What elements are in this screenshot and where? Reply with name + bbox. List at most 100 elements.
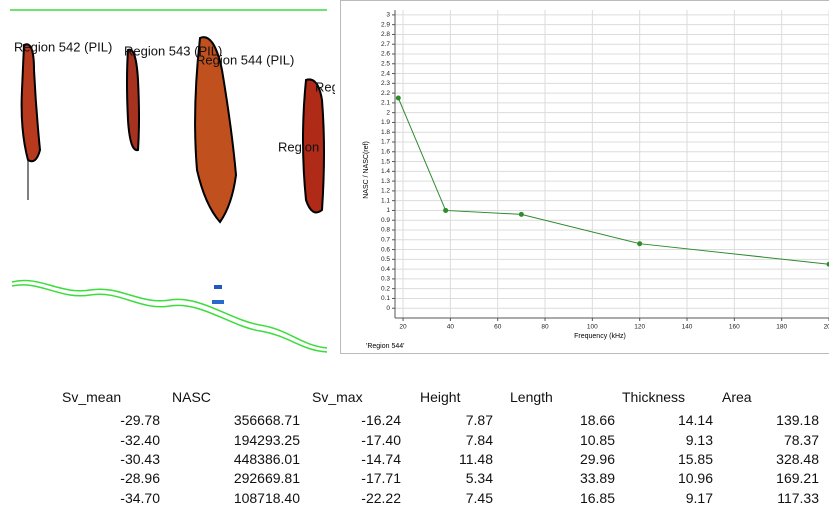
y-tick-label: 2.8	[381, 31, 390, 38]
table-cell: 11.48	[459, 451, 493, 467]
table-cell: -32.40	[120, 432, 160, 448]
y-tick-label: 0.2	[381, 285, 390, 292]
table-cell: 292669.81	[233, 470, 300, 486]
table-cell: 328.48	[776, 451, 819, 467]
table-cell: 9.13	[685, 432, 713, 448]
x-axis-label: Frequency (kHz)	[574, 333, 626, 340]
y-tick-label: 0.9	[381, 217, 390, 224]
table-cell: 5.34	[465, 470, 493, 486]
echogram: Region 542 (PIL) Region 543 (PIL) Region…	[10, 9, 335, 353]
y-tick-label: 1.6	[381, 148, 390, 155]
x-tick-label: 60	[494, 324, 502, 331]
y-tick-label: 2.5	[381, 60, 390, 67]
y-tick-label: 0.4	[381, 266, 390, 273]
y-tick-label: 2.3	[381, 80, 390, 87]
y-tick-label: 1.4	[381, 168, 390, 175]
y-tick-label: 2	[386, 109, 390, 116]
x-tick-label: 100	[587, 324, 598, 331]
y-tick-label: 2.2	[381, 90, 390, 97]
y-tick-label: 1.7	[381, 139, 390, 146]
table-cell: 7.45	[465, 490, 493, 506]
column-header: Thickness	[622, 389, 686, 405]
table-cell: 448386.01	[233, 451, 300, 467]
school-blobs	[20, 36, 325, 224]
x-tick-label: 180	[776, 324, 787, 331]
bottom-line	[11, 279, 328, 349]
table-cell: 108718.40	[233, 490, 300, 506]
data-point	[518, 211, 524, 217]
column-header: Sv_max	[312, 389, 363, 405]
table-cell: 117.33	[777, 490, 819, 506]
y-tick-label: 1.8	[381, 129, 390, 136]
data-point	[395, 95, 401, 101]
table-cell: 7.87	[465, 412, 493, 428]
y-tick-label: 1	[386, 207, 390, 214]
results-table: Sv_mean NASC Sv_max Height Length Thickness Ar…	[0, 385, 829, 515]
school	[194, 36, 238, 224]
table-cell: 33.89	[579, 470, 615, 486]
y-tick-label: 2.9	[381, 21, 390, 28]
region-label: Region 544 (PIL)	[196, 52, 294, 67]
y-tick-label: 1.5	[381, 158, 390, 165]
table-cell: -34.70	[120, 490, 160, 506]
y-tick-label: 0.1	[381, 295, 390, 302]
data-point	[443, 207, 449, 213]
table-cell: 169.21	[776, 470, 819, 486]
y-tick-label: 2.1	[381, 100, 390, 107]
table-cell: 194293.25	[233, 432, 300, 448]
chart-frame	[340, 0, 829, 354]
table-cell: -30.43	[120, 451, 160, 467]
x-tick-label: 80	[541, 324, 549, 331]
table-cell: 356668.71	[233, 412, 300, 428]
y-tick-label: 0.5	[381, 256, 390, 263]
x-tick-label: 200	[824, 324, 829, 331]
table-cell: 9.17	[685, 490, 713, 506]
y-tick-label: 1.2	[381, 188, 390, 195]
table-cell: -17.71	[361, 470, 401, 486]
column-header: Height	[420, 389, 461, 405]
table-cell: 78.37	[783, 432, 819, 448]
table-cell: 16.85	[579, 490, 615, 506]
school	[20, 43, 42, 163]
y-tick-label: 3	[386, 12, 390, 19]
column-header: Sv_mean	[62, 389, 122, 405]
chart-footer: 'Region 544'	[366, 343, 404, 350]
table-cell: 14.14	[677, 412, 713, 428]
table-cell: -14.74	[361, 451, 401, 467]
x-tick-label: 140	[682, 324, 693, 331]
column-header: Area	[722, 389, 752, 405]
table-cell: 139.18	[776, 412, 819, 428]
y-tick-label: 1.3	[381, 178, 390, 185]
speckle	[214, 285, 222, 289]
y-tick-label: 2.7	[381, 41, 390, 48]
school	[126, 48, 140, 152]
bottom-line	[11, 284, 328, 353]
x-tick-label: 40	[447, 324, 455, 331]
column-header: NASC	[172, 389, 211, 405]
y-tick-label: 0	[386, 305, 390, 312]
y-tick-label: 1.1	[381, 197, 390, 204]
table-cell: -17.40	[361, 432, 401, 448]
y-tick-label: 0.8	[381, 227, 390, 234]
table-cell: 10.96	[677, 470, 713, 486]
region-label: Reg	[315, 79, 335, 94]
region-label: Region	[278, 139, 319, 154]
region-label: Region 543 (PIL)	[124, 43, 222, 58]
x-tick-label: 160	[729, 324, 740, 331]
region-label: Region 542 (PIL)	[14, 39, 112, 54]
y-tick-label: 1.9	[381, 119, 390, 126]
x-tick-label: 20	[399, 324, 407, 331]
y-tick-label: 0.7	[381, 236, 390, 243]
y-tick-label: 2.6	[381, 51, 390, 58]
table-cell: 10.85	[579, 432, 615, 448]
y-tick-label: 0.6	[381, 246, 390, 253]
y-axis-label: NASC / NASC(ref)	[363, 141, 370, 199]
y-tick-label: 0.3	[381, 276, 390, 283]
school	[302, 78, 325, 214]
data-point	[637, 241, 643, 247]
table-cell: -16.24	[361, 412, 401, 428]
table-cell: 29.96	[579, 451, 615, 467]
y-tick-label: 2.4	[381, 70, 390, 77]
table-cell: -29.78	[120, 412, 160, 428]
table-cell: -22.22	[361, 490, 401, 506]
